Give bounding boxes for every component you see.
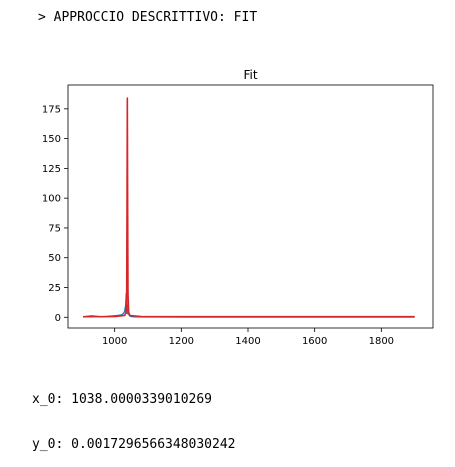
y-tick-label: 150: [42, 134, 61, 145]
plot-background: [68, 85, 433, 328]
x-tick-label: 1000: [102, 336, 127, 347]
fit-series-line: [82, 97, 415, 318]
output-line-y0: y_0: 0.0017296566348030242: [32, 437, 236, 452]
y-tick-label: 0: [55, 313, 61, 324]
x-tick-label: 1400: [235, 336, 260, 347]
output-block: x_0: 1038.0000339010269 y_0: 0.001729656…: [32, 362, 236, 467]
chart-title: Fit: [243, 68, 257, 82]
output-line-x0: x_0: 1038.0000339010269: [32, 392, 213, 407]
plot-frame: [67, 84, 434, 329]
series-layer: [82, 97, 415, 318]
fit-chart: 1000 1200 1400 1600 18000255075100125150175 …: [42, 68, 434, 347]
y-tick-label: 75: [48, 223, 61, 234]
cell-heading: > APPROCCIO DESCRITTIVO: FIT: [38, 10, 258, 25]
x-tick-label: 1200: [169, 336, 194, 347]
ticks-layer: 1000 1200 1400 1600 1800 0 25 50 75 100 125 150 175: [42, 104, 394, 347]
y-tick-label: 100: [42, 194, 61, 205]
y-tick-label: 50: [48, 253, 61, 264]
y-tick-label: 125: [42, 164, 61, 175]
x-tick-label: 1800: [369, 336, 394, 347]
y-tick-label: 175: [42, 104, 61, 115]
x-tick-label: 1600: [302, 336, 327, 347]
plot-area: [68, 85, 433, 328]
y-tick-label: 25: [48, 283, 61, 294]
